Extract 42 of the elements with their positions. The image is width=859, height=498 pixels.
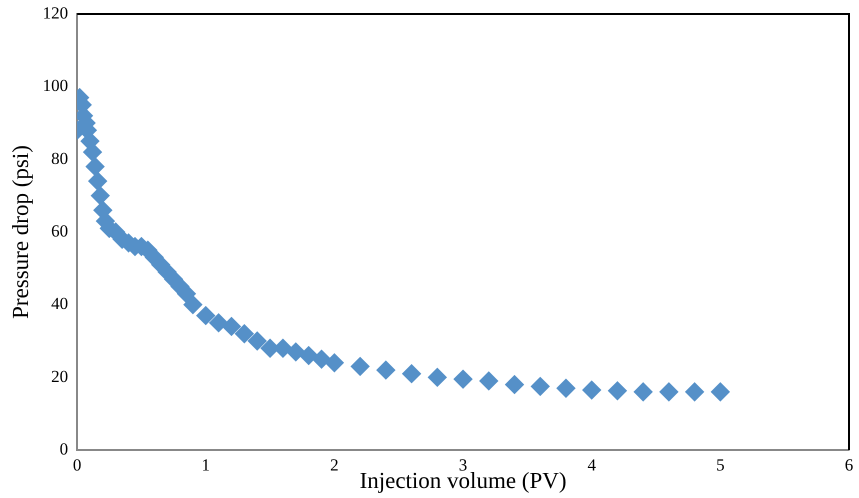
point [608, 381, 627, 400]
point [286, 342, 306, 362]
y-tick-label: 80 [51, 148, 68, 168]
point [710, 382, 730, 402]
point [234, 324, 254, 344]
point [350, 356, 370, 376]
point [86, 157, 105, 176]
point [402, 364, 422, 384]
point [479, 371, 498, 390]
point [299, 346, 318, 366]
point [530, 376, 550, 396]
x-tick-label: 5 [716, 456, 725, 475]
point [454, 370, 473, 389]
y-tick-label: 100 [42, 76, 68, 96]
point [505, 375, 524, 394]
point [88, 172, 108, 191]
y-tick-label: 120 [42, 3, 68, 22]
point [659, 382, 678, 402]
point [428, 368, 447, 387]
point [248, 332, 267, 350]
point [634, 382, 653, 402]
y-tick-label: 0 [60, 439, 68, 458]
point [196, 306, 216, 326]
y-tick-label: 40 [51, 294, 68, 314]
point [222, 316, 241, 336]
x-tick-label: 2 [330, 456, 339, 475]
point [312, 350, 332, 369]
point [376, 360, 396, 380]
point [183, 295, 202, 314]
point [209, 313, 228, 332]
y-axis-title: Pressure drop (psi) [8, 145, 33, 319]
x-tick-label: 6 [844, 456, 854, 475]
point [90, 186, 110, 206]
y-tick-label: 20 [51, 366, 68, 386]
point [556, 378, 576, 398]
y-tick-label: 60 [51, 221, 68, 240]
x-tick-label: 0 [72, 456, 82, 475]
point [582, 380, 602, 400]
point [685, 382, 704, 402]
x-tick-label: 4 [587, 456, 596, 475]
x-tick-label: 1 [202, 456, 210, 475]
point [324, 353, 344, 372]
